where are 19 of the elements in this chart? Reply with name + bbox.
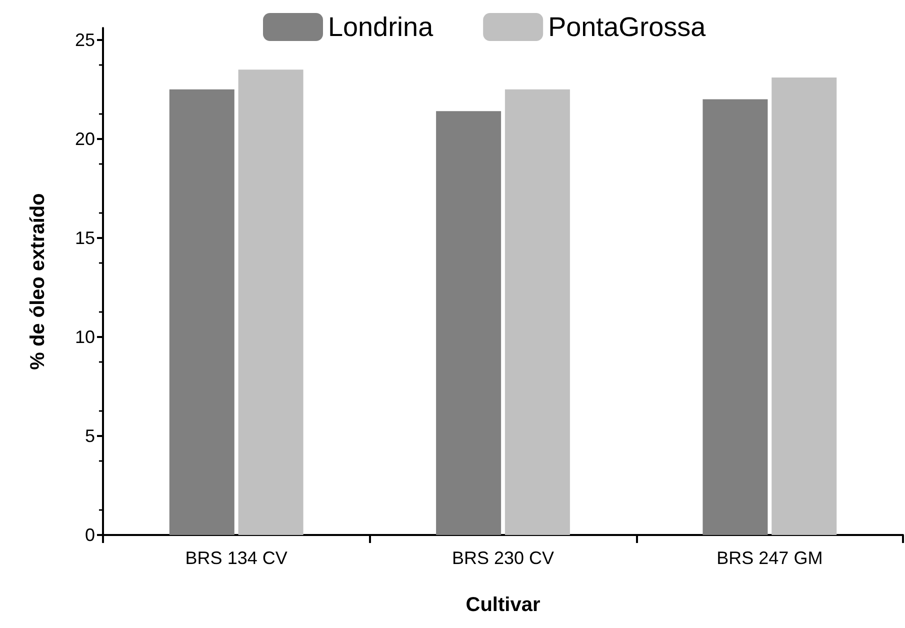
legend-label: Londrina <box>328 12 434 42</box>
x-tick-label: BRS 134 CV <box>185 548 288 568</box>
bar <box>238 70 304 535</box>
y-tick-label: 10 <box>74 326 95 347</box>
y-axis-title: % de óleo extraído <box>27 193 49 370</box>
y-tick-label: 15 <box>74 228 95 248</box>
y-tick-label: 0 <box>84 525 95 545</box>
legend-label: PontaGrossa <box>548 12 707 42</box>
y-tick-label: 5 <box>84 426 95 446</box>
bar <box>504 89 570 535</box>
bar <box>436 111 502 535</box>
x-tick-label: BRS 230 CV <box>452 548 554 568</box>
bar <box>169 89 234 535</box>
y-tick-label: 20 <box>74 128 95 149</box>
x-tick-label: BRS 247 GM <box>716 548 823 568</box>
x-axis-title: Cultivar <box>466 594 540 616</box>
bar <box>772 78 837 535</box>
bar <box>702 99 768 535</box>
y-tick-label: 25 <box>74 30 95 50</box>
